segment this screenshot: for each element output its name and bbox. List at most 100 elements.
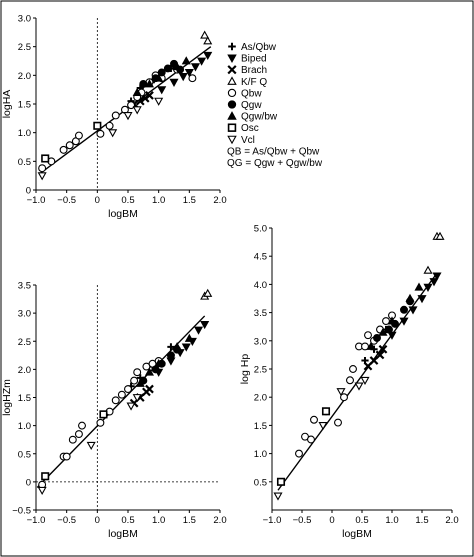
legend-entry: Biped <box>227 54 267 65</box>
data-point <box>123 112 133 121</box>
x-tick-label: 2.0 <box>213 515 226 526</box>
y-tick-label: 3.0 <box>18 14 31 25</box>
data-point <box>349 365 357 373</box>
data-point <box>38 164 47 173</box>
data-point <box>126 402 136 411</box>
y-axis-label: logHA <box>1 90 13 119</box>
data-point <box>190 63 201 72</box>
data-point <box>184 69 194 78</box>
y-tick-label: 2.5 <box>18 42 31 53</box>
data-point <box>200 30 210 39</box>
data-point <box>310 415 318 424</box>
data-point <box>99 410 108 419</box>
y-tick-label: 3.0 <box>254 336 267 347</box>
data-point <box>318 421 328 431</box>
data-point <box>276 477 286 486</box>
y-tick-label: 1.5 <box>254 421 267 432</box>
data-point <box>366 341 376 350</box>
data-point <box>385 325 393 334</box>
data-point <box>373 334 381 342</box>
y-tick-label: 3.5 <box>254 308 267 319</box>
data-point <box>400 305 408 314</box>
legend-label: Biped <box>241 54 267 65</box>
data-point <box>307 435 315 444</box>
legend-label: Qbw <box>241 88 262 99</box>
x-tick-label: 1.0 <box>152 515 165 526</box>
data-point <box>145 91 154 100</box>
data-point <box>74 131 83 140</box>
y-axis-label: logHZm <box>1 379 13 416</box>
regression-line <box>36 315 206 488</box>
data-point <box>108 129 118 138</box>
series-brach <box>363 344 388 371</box>
data-point <box>105 121 114 130</box>
legend-label: Vcl <box>241 135 255 146</box>
y-tick-label: 0.5 <box>18 157 31 168</box>
legend-entry: Qbw <box>227 88 262 99</box>
y-tick-label: 2.0 <box>18 71 31 82</box>
data-point <box>62 452 71 461</box>
y-tick-label: 1.5 <box>18 100 31 111</box>
series-osc <box>41 121 102 163</box>
data-point <box>273 492 283 501</box>
y-tick-label: 3.5 <box>18 281 31 292</box>
data-point <box>139 79 148 88</box>
x-tick-label: −1.0 <box>27 515 46 526</box>
legend-label: Osc <box>241 123 259 134</box>
data-point <box>96 418 105 427</box>
legend-entry: Vcl <box>227 135 255 146</box>
y-tick-label: 0.5 <box>254 477 267 488</box>
series-biped <box>157 51 213 95</box>
legend-marker <box>227 54 237 64</box>
legend-label: As/Qbw <box>241 42 277 53</box>
data-point <box>181 56 191 65</box>
series-biped <box>154 320 210 377</box>
legend-marker <box>227 76 237 85</box>
series-qbw <box>38 356 163 489</box>
data-point <box>203 288 213 297</box>
data-point <box>197 57 207 66</box>
data-point <box>378 344 388 354</box>
data-point <box>41 154 50 163</box>
data-point <box>200 320 210 330</box>
y-tick-label: 1.5 <box>18 393 31 404</box>
data-point <box>387 331 397 340</box>
legend-entry: Brach <box>227 65 267 76</box>
data-point <box>163 64 172 73</box>
series-osc <box>41 410 108 481</box>
data-point <box>167 343 175 351</box>
legend-marker <box>228 42 236 51</box>
x-tick-label: −0.5 <box>293 515 312 526</box>
legend-marker <box>227 100 237 109</box>
x-tick-label: −1.0 <box>263 515 282 526</box>
legend-marker <box>227 65 237 75</box>
x-axis-label: logBM <box>108 208 138 220</box>
x-tick-label: 0.5 <box>355 515 368 526</box>
data-point <box>346 376 354 385</box>
x-tick-label: 1.0 <box>385 515 398 526</box>
data-point <box>41 472 50 481</box>
series-vcl <box>37 394 142 496</box>
data-point <box>172 62 182 71</box>
data-point <box>135 378 145 387</box>
data-point <box>144 79 155 88</box>
data-point <box>96 129 105 138</box>
data-point <box>117 390 126 399</box>
y-tick-label: 3.0 <box>18 309 31 320</box>
series-qgw-bw <box>135 333 194 387</box>
y-tick-label: 1.0 <box>18 128 31 139</box>
x-tick-label: 0 <box>329 515 334 526</box>
data-point <box>86 441 96 451</box>
data-point <box>193 326 204 335</box>
data-point <box>354 382 364 391</box>
y-tick-label: 4.5 <box>254 252 267 263</box>
data-point <box>130 376 139 385</box>
legend-label: Qgw <box>241 100 262 111</box>
data-point <box>203 36 213 45</box>
y-tick-label: 2.5 <box>254 365 267 376</box>
data-point <box>334 418 342 427</box>
legend-note: QB = As/Qbw + Qbw <box>227 146 320 157</box>
legend-label: Brach <box>241 65 267 76</box>
